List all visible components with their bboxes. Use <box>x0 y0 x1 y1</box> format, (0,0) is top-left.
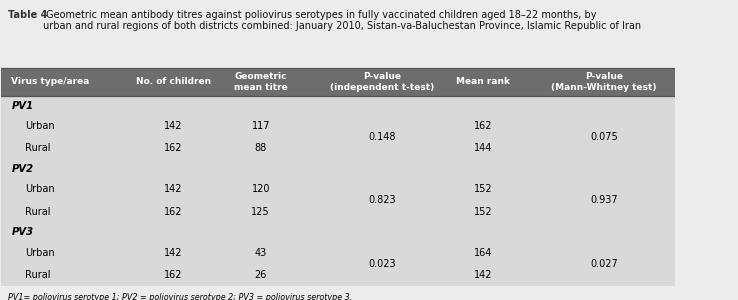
Text: 162: 162 <box>164 206 182 217</box>
Text: Rural: Rural <box>25 206 50 217</box>
Text: No. of children: No. of children <box>136 77 211 86</box>
Text: 142: 142 <box>164 248 182 258</box>
Text: 142: 142 <box>164 184 182 194</box>
Text: 125: 125 <box>252 206 270 217</box>
FancyBboxPatch shape <box>1 68 675 96</box>
Text: 0.023: 0.023 <box>368 259 396 269</box>
Text: P-value
(independent t-test): P-value (independent t-test) <box>330 72 434 92</box>
Text: PV1: PV1 <box>12 100 34 110</box>
Text: 120: 120 <box>252 184 270 194</box>
Text: P-value
(Mann-Whitney test): P-value (Mann-Whitney test) <box>551 72 657 92</box>
Text: 162: 162 <box>164 270 182 280</box>
Text: 117: 117 <box>252 121 270 131</box>
Text: 152: 152 <box>474 184 492 194</box>
Text: 26: 26 <box>255 270 267 280</box>
Text: 0.027: 0.027 <box>590 259 618 269</box>
Text: 0.937: 0.937 <box>590 195 618 206</box>
FancyBboxPatch shape <box>1 115 675 137</box>
Text: PV2: PV2 <box>12 164 34 174</box>
Text: 43: 43 <box>255 248 267 258</box>
Text: Mean rank: Mean rank <box>456 77 510 86</box>
Text: 162: 162 <box>164 143 182 153</box>
Text: 164: 164 <box>474 248 492 258</box>
Text: 144: 144 <box>474 143 492 153</box>
Text: Rural: Rural <box>25 143 50 153</box>
Text: 0.075: 0.075 <box>590 132 618 142</box>
FancyBboxPatch shape <box>1 242 675 264</box>
FancyBboxPatch shape <box>1 223 675 242</box>
Text: 0.148: 0.148 <box>368 132 396 142</box>
Text: Virus type/area: Virus type/area <box>12 77 90 86</box>
Text: Geometric
mean titre: Geometric mean titre <box>234 72 288 92</box>
FancyBboxPatch shape <box>1 200 675 223</box>
FancyBboxPatch shape <box>1 264 675 286</box>
Text: 142: 142 <box>164 121 182 131</box>
Text: PV1= poliovirus serotype 1; PV2 = poliovirus serotype 2; PV3 = poliovirus seroty: PV1= poliovirus serotype 1; PV2 = poliov… <box>8 292 352 300</box>
FancyBboxPatch shape <box>1 137 675 159</box>
Text: 142: 142 <box>474 270 492 280</box>
FancyBboxPatch shape <box>1 178 675 200</box>
Text: 152: 152 <box>474 206 492 217</box>
Text: Rural: Rural <box>25 270 50 280</box>
Text: PV3: PV3 <box>12 227 34 237</box>
Text: 0.823: 0.823 <box>368 195 396 206</box>
Text: Urban: Urban <box>25 248 55 258</box>
Text: 88: 88 <box>255 143 267 153</box>
Text: Geometric mean antibody titres against poliovirus serotypes in fully vaccinated : Geometric mean antibody titres against p… <box>43 10 641 31</box>
FancyBboxPatch shape <box>1 159 675 178</box>
Text: Urban: Urban <box>25 121 55 131</box>
Text: Table 4: Table 4 <box>8 10 47 20</box>
Text: 162: 162 <box>474 121 492 131</box>
FancyBboxPatch shape <box>1 96 675 115</box>
Text: Urban: Urban <box>25 184 55 194</box>
